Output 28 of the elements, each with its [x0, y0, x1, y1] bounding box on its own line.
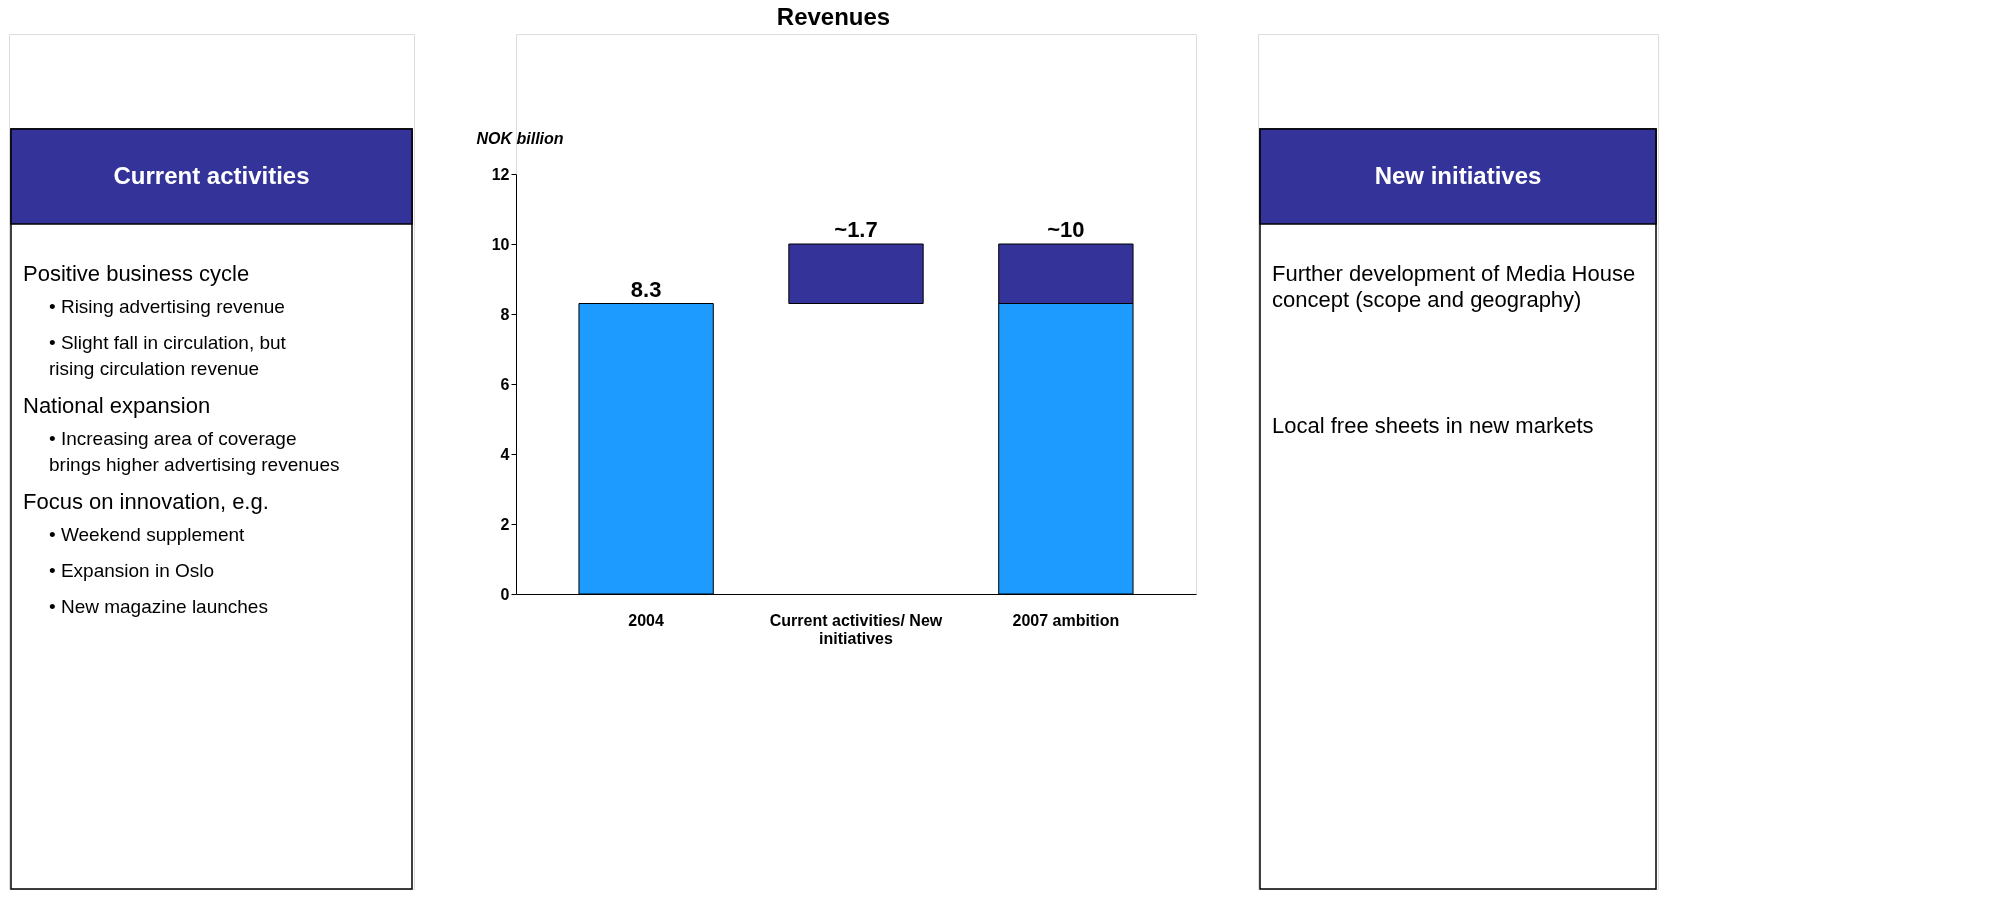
y-tick-label: 8: [500, 305, 510, 323]
data-label: ~1.7: [834, 217, 878, 242]
y-tick-label: 0: [500, 585, 510, 603]
data-label: 8.3: [630, 276, 662, 302]
text: New initiatives: [1374, 162, 1542, 189]
y-tick-label: 6: [500, 375, 510, 393]
chart-title: Revenues: [776, 2, 891, 30]
y-axis-title: NOK billion: [476, 129, 564, 147]
text: Focus on innovation, e.g.: [23, 489, 269, 514]
text: • Slight fall in circulation, but rising circulation revenue: [49, 332, 287, 379]
x-tick-label: 2007 ambition: [1012, 611, 1120, 629]
x-tick-label: Current activities/ New initiatives: [769, 611, 943, 647]
y-tick-label: 12: [491, 165, 510, 183]
text: Current activities: [113, 162, 310, 189]
y-tick-label: 4: [500, 445, 510, 463]
text: Positive business cycle: [23, 261, 250, 286]
x-tick-label: 2004: [628, 611, 665, 629]
data-label: ~10: [1047, 217, 1085, 242]
text: • Weekend supplement: [49, 524, 246, 545]
text: • New magazine launches: [49, 596, 268, 617]
text: Further development of Media House concept (scope and geography): [1272, 261, 1636, 312]
text: • Expansion in Oslo: [49, 560, 215, 581]
y-tick-label: 2: [500, 515, 510, 533]
text: • Rising advertising revenue: [49, 296, 285, 317]
text: • Increasing area of coverage brings higher advertising revenues: [49, 428, 340, 475]
y-tick-label: 10: [491, 235, 510, 253]
text: National expansion: [23, 393, 211, 418]
text: Local free sheets in new markets: [1272, 413, 1594, 438]
